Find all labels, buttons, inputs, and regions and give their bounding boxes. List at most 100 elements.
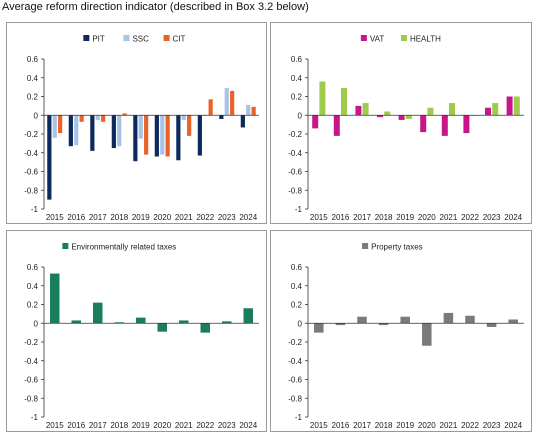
legend-swatch bbox=[360, 35, 367, 41]
y-tick-label: 0.4 bbox=[291, 74, 303, 83]
x-tick-label: 2019 bbox=[396, 421, 414, 430]
x-tick-label: 2023 bbox=[218, 213, 236, 222]
y-tick-label: 0.2 bbox=[27, 301, 39, 310]
bar-property-taxes-2019 bbox=[400, 316, 410, 324]
x-tick-label: 2023 bbox=[483, 213, 501, 222]
x-tick-label: 2024 bbox=[504, 213, 522, 222]
x-tick-label: 2024 bbox=[504, 421, 522, 430]
bars bbox=[312, 81, 520, 136]
bar-cit-2018 bbox=[122, 113, 127, 116]
legend-swatch bbox=[83, 35, 90, 41]
bar-ssc-2021 bbox=[181, 115, 186, 120]
bar-pit-2017 bbox=[90, 115, 95, 151]
legend-swatch bbox=[400, 35, 407, 41]
y-tick-label: -0.2 bbox=[24, 130, 38, 139]
x-tick-label: 2018 bbox=[110, 213, 128, 222]
x-tick-label: 2021 bbox=[440, 421, 458, 430]
y-axis: 0.6 0.4 0.2 0 -0.2 -0.4 -0.6 -0.8 -1 bbox=[288, 55, 309, 214]
legend-item-environmentally-related-taxes: Environmentally related taxes bbox=[62, 243, 176, 252]
figure-title: Average reform direction indicator (desc… bbox=[2, 1, 309, 13]
x-tick-label: 2020 bbox=[418, 213, 436, 222]
y-tick-label: -0.2 bbox=[24, 338, 38, 347]
bar-pit-2022 bbox=[197, 115, 202, 156]
bar-cit-2015 bbox=[58, 115, 63, 134]
bars bbox=[47, 88, 256, 200]
bar-pit-2021 bbox=[176, 115, 181, 161]
bars bbox=[314, 312, 518, 346]
bar-health-2018 bbox=[384, 111, 391, 116]
x-tick-label: 2022 bbox=[196, 421, 214, 430]
legend-label: PIT bbox=[92, 35, 105, 44]
chart-panel-pit-ssc-cit: PIT SSC CIT 0.6 0.4 0.2 0 -0.2 -0.4 -0.6 -0.8 -1 201… bbox=[6, 22, 267, 224]
y-tick-label: 0 bbox=[298, 319, 303, 328]
y-tick-label: -1 bbox=[295, 413, 303, 422]
bar-environmentally-related-taxes-2024 bbox=[243, 308, 253, 324]
bar-health-2019 bbox=[405, 115, 412, 119]
y-tick-label: -0.6 bbox=[24, 168, 38, 177]
legend-swatch bbox=[62, 243, 69, 249]
x-tick-label: 2022 bbox=[461, 213, 479, 222]
bar-property-taxes-2018 bbox=[378, 323, 389, 326]
y-tick-label: 0.4 bbox=[27, 282, 39, 291]
bar-health-2024 bbox=[513, 96, 520, 116]
bar-environmentally-related-taxes-2018 bbox=[114, 322, 124, 324]
y-tick-label: -1 bbox=[31, 413, 39, 422]
bar-environmentally-related-taxes-2019 bbox=[136, 317, 146, 324]
bar-pit-2023 bbox=[219, 115, 224, 119]
bar-environmentally-related-taxes-2021 bbox=[179, 320, 189, 324]
bar-cit-2023 bbox=[230, 90, 235, 116]
bar-vat-2024 bbox=[506, 96, 513, 116]
panel-frame bbox=[270, 230, 532, 432]
bar-property-taxes-2015 bbox=[314, 323, 324, 333]
x-tick-label: 2016 bbox=[67, 421, 85, 430]
bar-cit-2016 bbox=[79, 115, 84, 122]
bar-property-taxes-2017 bbox=[357, 316, 367, 324]
legend: Property taxes bbox=[362, 243, 423, 252]
legend-item-cit: CIT bbox=[163, 35, 186, 44]
bar-property-taxes-2016 bbox=[335, 323, 346, 326]
legend-label: Property taxes bbox=[371, 243, 423, 252]
bar-ssc-2020 bbox=[160, 115, 165, 155]
y-tick-label: -1 bbox=[31, 205, 39, 214]
bar-pit-2020 bbox=[154, 115, 159, 157]
bar-property-taxes-2024 bbox=[508, 319, 518, 324]
bar-health-2020 bbox=[427, 107, 434, 116]
y-tick-label: -0.4 bbox=[288, 149, 302, 158]
legend-swatch bbox=[163, 35, 170, 41]
legend-label: VAT bbox=[370, 35, 384, 44]
bar-vat-2021 bbox=[441, 115, 448, 136]
bar-cit-2022 bbox=[208, 99, 213, 116]
x-tick-label: 2021 bbox=[175, 421, 193, 430]
bar-pit-2019 bbox=[133, 115, 138, 162]
y-tick-label: 0.2 bbox=[291, 301, 303, 310]
legend-swatch bbox=[123, 35, 130, 41]
bar-vat-2019 bbox=[398, 115, 405, 120]
y-tick-label: -0.2 bbox=[288, 338, 302, 347]
chart-svg-vat-health: VAT HEALTH 0.6 0.4 0.2 0 -0.2 -0.4 -0.6 -0.8 -1 201… bbox=[270, 22, 532, 224]
bar-pit-2015 bbox=[47, 115, 52, 200]
y-tick-label: -0.6 bbox=[24, 376, 38, 385]
y-tick-label: 0.2 bbox=[291, 93, 303, 102]
bar-vat-2020 bbox=[420, 115, 427, 133]
legend-item-property-taxes: Property taxes bbox=[362, 243, 423, 252]
x-tick-label: 2017 bbox=[89, 421, 107, 430]
x-tick-label: 2016 bbox=[332, 421, 350, 430]
y-tick-label: 0.6 bbox=[291, 55, 303, 64]
bar-health-2017 bbox=[362, 103, 369, 116]
x-tick-label: 2022 bbox=[196, 213, 214, 222]
legend-label: SSC bbox=[132, 35, 149, 44]
x-tick-label: 2022 bbox=[461, 421, 479, 430]
x-tick-label: 2015 bbox=[310, 213, 328, 222]
bar-vat-2017 bbox=[355, 105, 362, 116]
legend-label: CIT bbox=[173, 35, 186, 44]
bar-cit-2024 bbox=[251, 106, 256, 116]
y-tick-label: -0.8 bbox=[24, 186, 38, 195]
y-tick-label: -0.4 bbox=[24, 357, 38, 366]
y-tick-label: 0.6 bbox=[27, 55, 39, 64]
bar-pit-2016 bbox=[68, 115, 73, 147]
x-tick-label: 2016 bbox=[332, 213, 350, 222]
x-tick-label: 2019 bbox=[132, 213, 150, 222]
bar-vat-2022 bbox=[463, 115, 470, 134]
bar-environmentally-related-taxes-2020 bbox=[157, 323, 167, 332]
bar-property-taxes-2020 bbox=[422, 323, 432, 346]
